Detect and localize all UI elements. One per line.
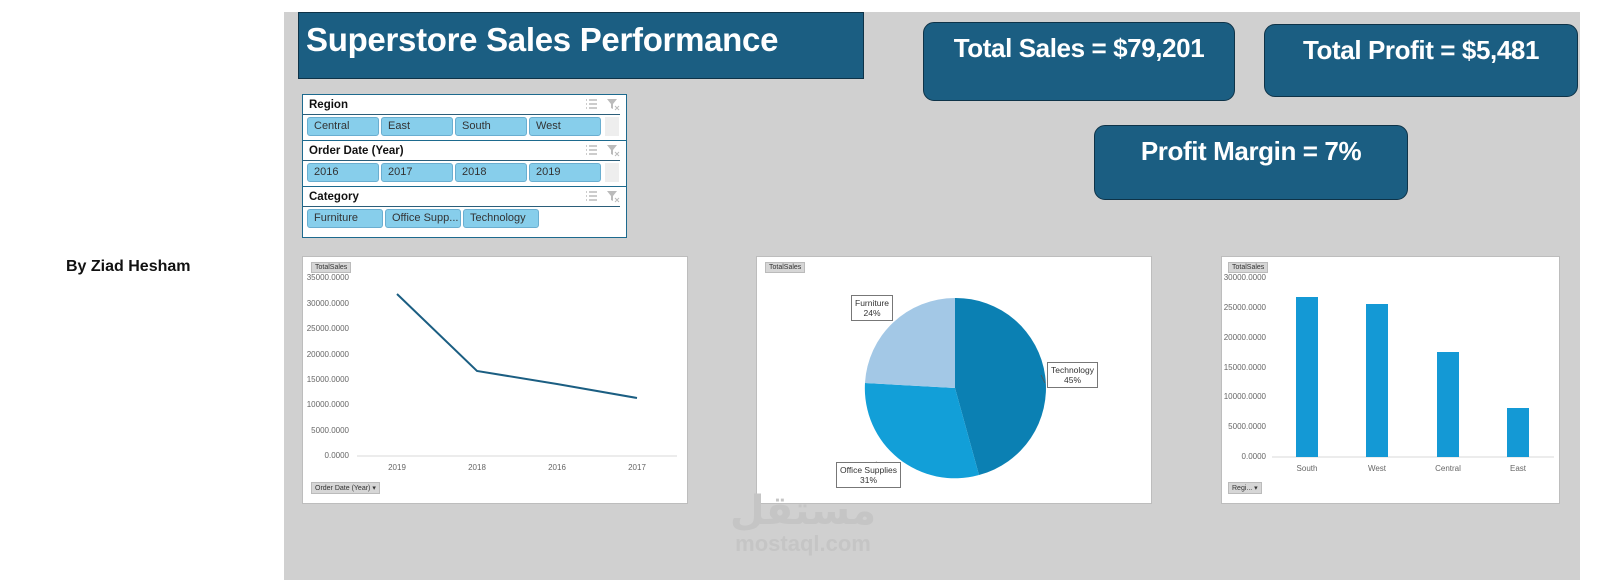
slicer-scrollbar[interactable] xyxy=(605,117,619,136)
title-banner: Superstore Sales Performance xyxy=(298,12,864,79)
slicer-chip-south[interactable]: South xyxy=(455,117,527,136)
clear-filter-icon[interactable] xyxy=(606,97,620,111)
bar-east[interactable] xyxy=(1507,408,1529,457)
page-title: Superstore Sales Performance xyxy=(306,21,779,58)
y-tick: 20000.0000 xyxy=(1223,333,1266,342)
kpi-profit-margin: Profit Margin = 7% xyxy=(1094,125,1408,200)
x-tick: 2017 xyxy=(628,463,646,472)
watermark-arabic: مستقل xyxy=(729,488,877,534)
slicer-chip-central[interactable]: Central xyxy=(307,117,379,136)
watermark-latin: mostaql.com xyxy=(735,531,871,556)
pie-chart-panel: TotalSales Furniture 24% Technology 45% Of… xyxy=(756,256,1152,504)
y-tick: 20000.0000 xyxy=(306,350,349,359)
bar-west[interactable] xyxy=(1366,304,1388,457)
slicer-chip-west[interactable]: West xyxy=(529,117,601,136)
y-tick: 35000.0000 xyxy=(306,273,349,282)
bar-central[interactable] xyxy=(1437,352,1459,457)
multi-select-icon[interactable] xyxy=(584,97,598,111)
y-tick: 15000.0000 xyxy=(306,375,349,384)
kpi-total-profit: Total Profit = $5,481 xyxy=(1264,24,1578,97)
slicer-chip-technology[interactable]: Technology xyxy=(463,209,539,228)
slicer-order-year: Order Date (Year) 2016 2017 2018 2019 xyxy=(303,141,626,187)
x-tick: 2019 xyxy=(388,463,406,472)
slicer-title: Order Date (Year) xyxy=(303,141,620,161)
slicer-chip-furniture[interactable]: Furniture xyxy=(307,209,383,228)
y-tick: 10000.0000 xyxy=(306,400,349,409)
bar-chart-panel: TotalSales 30000.0000 25000.0000 20000.0… xyxy=(1221,256,1560,504)
slicer-chip-2017[interactable]: 2017 xyxy=(381,163,453,182)
slicer-chip-2016[interactable]: 2016 xyxy=(307,163,379,182)
field-tag-totalsales[interactable]: TotalSales xyxy=(1228,262,1269,273)
line-chart-plot xyxy=(357,293,677,457)
y-tick: 15000.0000 xyxy=(1223,363,1266,372)
slicer-category: Category Furniture Office Supp... Techno… xyxy=(303,187,626,233)
kpi-total-sales-text: Total Sales = $79,201 xyxy=(953,33,1205,63)
y-tick: 25000.0000 xyxy=(1223,303,1266,312)
pie-slice-furniture[interactable] xyxy=(865,297,955,388)
y-tick: 0.0000 xyxy=(324,451,349,460)
axis-filter-button[interactable]: Order Date (Year) ▾ xyxy=(311,482,380,494)
pie-label-technology: Technology 45% xyxy=(1047,362,1099,388)
line-chart-panel: TotalSales 35000.0000 30000.0000 25000.0… xyxy=(302,256,688,504)
clear-filter-icon[interactable] xyxy=(606,189,620,203)
sales-line[interactable] xyxy=(396,293,638,399)
y-tick: 30000.0000 xyxy=(1223,273,1266,282)
slicer-panel: Region Central East South West Order Dat… xyxy=(302,94,627,238)
multi-select-icon[interactable] xyxy=(584,189,598,203)
x-tick: East xyxy=(1509,464,1526,473)
y-tick: 10000.0000 xyxy=(1223,392,1266,401)
field-tag-totalsales[interactable]: TotalSales xyxy=(765,262,806,273)
slicer-title: Region xyxy=(303,95,620,115)
pie-label-furniture: Furniture 24% xyxy=(851,295,894,321)
slicer-chip-2018[interactable]: 2018 xyxy=(455,163,527,182)
y-tick: 25000.0000 xyxy=(306,324,349,333)
pie-label-office-supplies: Office Supplies 31% xyxy=(836,462,902,488)
y-tick: 0.0000 xyxy=(1241,452,1266,461)
y-tick: 5000.0000 xyxy=(311,426,349,435)
slicer-region: Region Central East South West xyxy=(303,95,626,141)
y-tick: 5000.0000 xyxy=(1228,422,1266,431)
kpi-total-sales: Total Sales = $79,201 xyxy=(923,22,1235,101)
x-tick: West xyxy=(1367,464,1387,473)
y-tick: 30000.0000 xyxy=(306,299,349,308)
slicer-scrollbar[interactable] xyxy=(605,163,619,182)
clear-filter-icon[interactable] xyxy=(606,143,620,157)
bar-chart-plot xyxy=(1272,297,1554,458)
slicer-title: Category xyxy=(303,187,620,207)
kpi-profit-margin-text: Profit Margin = 7% xyxy=(1140,136,1362,166)
axis-filter-button[interactable]: Regi... ▾ xyxy=(1228,482,1262,494)
field-tag-totalsales[interactable]: TotalSales xyxy=(311,262,352,273)
pie-chart-plot xyxy=(858,297,1046,479)
bar-south[interactable] xyxy=(1296,297,1318,457)
x-tick: Central xyxy=(1435,464,1461,473)
author-credit: By Ziad Hesham xyxy=(66,258,191,275)
watermark: مستقل mostaql.com xyxy=(728,490,878,556)
slicer-chip-office-supplies[interactable]: Office Supp... xyxy=(385,209,461,228)
multi-select-icon[interactable] xyxy=(584,143,598,157)
slicer-chip-east[interactable]: East xyxy=(381,117,453,136)
x-tick: 2018 xyxy=(468,463,486,472)
x-tick: 2016 xyxy=(548,463,566,472)
pie-slice-technology[interactable] xyxy=(955,297,1046,475)
slicer-chip-2019[interactable]: 2019 xyxy=(529,163,601,182)
pie-slice-office-supplies[interactable] xyxy=(864,383,979,479)
x-tick: South xyxy=(1296,464,1318,473)
kpi-total-profit-text: Total Profit = $5,481 xyxy=(1302,35,1540,65)
